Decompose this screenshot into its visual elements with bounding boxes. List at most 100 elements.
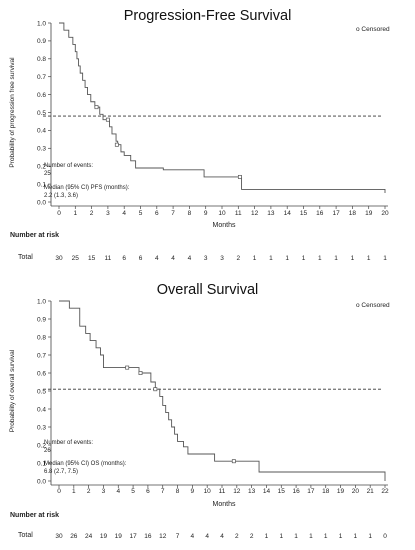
- x-tick-label: 15: [278, 488, 286, 495]
- x-tick-label: 18: [322, 488, 330, 495]
- censor-mark: [105, 117, 110, 122]
- y-tick-label: 0.0: [37, 478, 46, 485]
- x-tick-label: 2: [87, 488, 91, 495]
- y-tick-label: 0.2: [37, 442, 46, 449]
- chart-title: Progression-Free Survival: [123, 8, 292, 24]
- risk-value: 4: [155, 255, 159, 262]
- risk-value: 1: [285, 255, 289, 262]
- x-tick-label: 18: [349, 210, 357, 217]
- x-tick-label: 9: [191, 488, 195, 495]
- risk-value: 1: [253, 255, 257, 262]
- y-tick-label: 0.4: [37, 128, 46, 135]
- x-tick-label: 12: [233, 488, 241, 495]
- risk-value: 26: [70, 533, 78, 540]
- x-tick-label: 16: [316, 210, 324, 217]
- censored-legend: o Censored: [356, 302, 390, 309]
- risk-value: 0: [383, 533, 387, 540]
- censor-mark: [153, 387, 158, 392]
- risk-value: 17: [129, 533, 137, 540]
- y-tick-label: 0.7: [37, 74, 46, 81]
- x-tick-label: 5: [131, 488, 135, 495]
- risk-value: 1: [368, 533, 372, 540]
- risk-row-label: Total: [18, 254, 33, 261]
- risk-value: 1: [265, 533, 269, 540]
- risk-value: 19: [115, 533, 123, 540]
- risk-value: 24: [85, 533, 93, 540]
- censor-mark: [94, 105, 99, 110]
- y-tick-label: 1.0: [37, 298, 46, 305]
- risk-header: Number at risk: [10, 512, 60, 519]
- risk-value: 2: [236, 255, 240, 262]
- y-tick-label: 0.6: [37, 92, 46, 99]
- risk-value: 1: [339, 533, 343, 540]
- risk-row-label: Total: [18, 532, 33, 539]
- y-tick-label: 0.9: [37, 316, 46, 323]
- x-axis-label: Months: [213, 222, 236, 229]
- risk-value: 1: [309, 533, 313, 540]
- x-tick-label: 11: [219, 488, 226, 495]
- risk-value: 4: [191, 533, 195, 540]
- y-tick-label: 0.5: [37, 388, 46, 395]
- x-tick-label: 15: [300, 210, 308, 217]
- os-panel: Overall Survival o Censored Number of ev…: [0, 275, 415, 550]
- y-tick-label: 0.9: [37, 38, 46, 45]
- censored-legend: o Censored: [356, 26, 390, 33]
- risk-value: 1: [354, 533, 358, 540]
- median-label: Median (95% CI) PFS (months):: [44, 185, 130, 191]
- events-value: 25: [44, 171, 51, 177]
- risk-header: Number at risk: [10, 232, 60, 239]
- x-tick-label: 3: [102, 488, 106, 495]
- risk-value: 11: [105, 255, 112, 262]
- risk-value: 19: [100, 533, 108, 540]
- survival-curve: [59, 300, 386, 481]
- x-tick-label: 14: [263, 488, 271, 495]
- x-tick-label: 11: [235, 210, 242, 217]
- y-tick-label: 1.0: [37, 20, 46, 27]
- y-axis-label: Probability of progression free survival: [9, 57, 16, 168]
- x-axis-label: Months: [213, 501, 236, 508]
- risk-value: 1: [294, 533, 298, 540]
- x-tick-label: 16: [292, 488, 300, 495]
- risk-value: 30: [55, 255, 63, 262]
- x-tick-label: 19: [337, 488, 345, 495]
- x-tick-label: 9: [204, 210, 208, 217]
- survival-curve: [59, 22, 386, 194]
- pfs-panel: Progression-Free Survival o Censored Num…: [9, 8, 390, 262]
- median-value: 2.2 (1.3, 3.6): [44, 193, 79, 199]
- y-tick-label: 0.4: [37, 406, 46, 413]
- y-tick-label: 0.6: [37, 370, 46, 377]
- y-tick-label: 0.3: [37, 424, 46, 431]
- x-tick-label: 7: [171, 210, 175, 217]
- risk-value: 1: [367, 255, 371, 262]
- x-tick-label: 2: [90, 210, 94, 217]
- risk-value: 1: [383, 255, 387, 262]
- risk-value: 4: [205, 533, 209, 540]
- x-tick-label: 17: [307, 488, 315, 495]
- y-tick-label: 0.1: [37, 460, 46, 467]
- risk-value: 1: [351, 255, 355, 262]
- x-tick-label: 12: [251, 210, 259, 217]
- risk-value: 15: [88, 255, 96, 262]
- x-tick-label: 10: [204, 488, 212, 495]
- x-tick-label: 22: [381, 488, 389, 495]
- events-value: 26: [44, 448, 51, 454]
- pfs-chart: 0.00.10.20.30.40.50.60.70.80.91.00 1 2 3 4 5 6…: [9, 20, 389, 262]
- x-tick-label: 1: [73, 210, 77, 217]
- risk-value: 30: [55, 533, 63, 540]
- os-chart: 0.00.10.20.30.40.50.60.70.80.91.00 1 2 3 4 5 6…: [9, 298, 389, 540]
- risk-value: 4: [188, 255, 192, 262]
- y-tick-label: 0.5: [37, 110, 46, 117]
- x-tick-label: 20: [381, 210, 389, 217]
- risk-value: 1: [324, 533, 328, 540]
- chart-title: Overall Survival: [156, 282, 259, 298]
- risk-value: 1: [279, 533, 283, 540]
- y-tick-label: 0.1: [37, 181, 46, 188]
- censor-mark: [237, 174, 242, 179]
- risk-value: 6: [139, 255, 143, 262]
- risk-value: 3: [220, 255, 224, 262]
- x-tick-label: 13: [248, 488, 256, 495]
- x-tick-label: 21: [367, 488, 375, 495]
- median-label: Median (95% CI) OS (months):: [44, 461, 127, 467]
- risk-value: 25: [72, 255, 80, 262]
- risk-value: 1: [302, 255, 306, 262]
